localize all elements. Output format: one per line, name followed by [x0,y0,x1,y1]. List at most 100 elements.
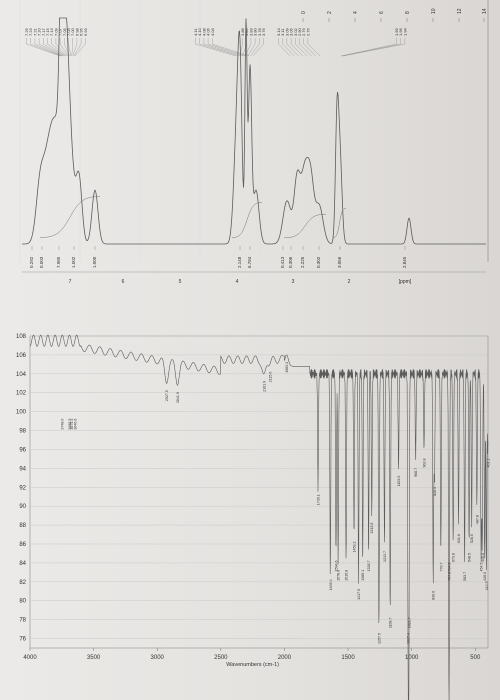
ir-y-tick-label: 90 [19,504,26,510]
nmr-integral-value: 2.845 [402,256,407,268]
ir-x-tick-label: 2000 [278,655,292,661]
ir-peak-label: 412.5 [485,581,489,590]
nmr-peak-label: 7.00 [70,27,75,36]
ir-peak-label: 1515.8 [345,570,349,581]
nmr-peak-label: 4.06 [206,27,211,36]
nmr-top-tick-label: 6 [379,11,385,14]
ir-y-tick-label: 80 [19,599,26,605]
nmr-integral-value: 7.985 [56,256,61,268]
nmr-peak-label: 3.06 [289,27,294,36]
nmr-leader-line [340,38,397,57]
nmr-ppm-tick-label: 6 [122,279,125,285]
nmr-ppm-tick-label: 2 [348,279,351,285]
ir-peak-label: 631.6 [457,534,461,543]
ir-y-tick-label: 86 [19,542,26,548]
nmr-leader-line [51,38,67,57]
nmr-leader-line [286,38,299,57]
ir-peak-label: 1453.2 [353,542,357,553]
nmr-integral-curve [332,207,347,239]
ir-y-tick-label: 104 [16,372,27,378]
ir-peak-label: 1103.0 [397,476,401,487]
nmr-top-tick-label: 10 [431,8,437,14]
nmr-peak-label: 3.02 [293,27,298,36]
nmr-peak-label: 3.88 [240,27,245,36]
nmr-ppm-tick-label: 5 [179,279,182,285]
nmr-leader-line [195,38,237,57]
ir-y-tick-label: 92 [19,485,26,491]
nmr-leader-line [282,38,295,57]
ir-x-tick-label: 3500 [87,655,101,661]
nmr-peak-label: 7.03 [66,27,71,36]
ir-x-tick-label: 2500 [214,655,228,661]
nmr-integral-value: 0.503 [39,256,44,268]
nmr-leader-line [30,38,62,57]
nmr-peak-label: 4.08 [201,27,206,36]
nmr-peak-label: 4.04 [210,27,215,36]
ir-peak-label: 1639.4 [329,579,333,590]
nmr-ppm-axis-label: [ppm] [399,279,412,285]
ir-peak-label: 1385.1 [361,570,365,581]
ir-y-tick-label: 82 [19,580,26,586]
nmr-integral-value: 0.413 [280,256,285,268]
ir-plot-frame [29,335,489,649]
ir-x-tick-label: 500 [470,655,481,661]
nmr-leader-line [43,38,65,57]
nmr-integral-value: 0.306 [288,256,293,268]
nmr-leader-line [295,38,308,57]
nmr-leader-line [303,38,316,57]
nmr-top-tick-label: 2 [327,11,333,14]
ir-peak-label: 1213.7 [383,551,387,562]
ir-peak-label: 3748.0 [61,419,65,430]
nmr-leader-line [72,38,78,57]
nmr-leader-line [38,38,64,57]
ir-peak-label: 707.8 [447,572,451,581]
ir-peak-label: 1313.8 [370,523,374,534]
nmr-peak-label: 6.93 [83,27,88,36]
nmr-leader-line [250,38,260,57]
nmr-ppm-tick-label: 7 [69,279,72,285]
ir-y-tick-label: 106 [16,353,27,359]
nmr-leader-line [290,38,303,57]
nmr-leader-line [342,38,406,57]
nmr-peak-label: 3.11 [280,28,285,36]
ir-peak-label: 3688.5 [68,419,72,430]
ir-peak-label: 528.5 [470,534,474,543]
ir-y-tick-label: 88 [19,523,26,529]
nmr-leader-line [278,38,291,57]
ir-peak-label: 426.0 [483,572,487,581]
nmr-peak-label: 7.26 [24,27,29,36]
nmr-top-tick-label: 8 [405,11,411,14]
nmr-peak-label: 7.23 [28,27,33,36]
nmr-trace [22,17,486,245]
ir-peak-label: 548.5 [468,553,472,562]
ir-trace [29,334,489,700]
nmr-leader-line [55,38,68,57]
nmr-leader-line [26,38,61,57]
ir-y-tick-label: 108 [16,334,27,340]
ir-peak-label: 1027.4 [407,633,411,644]
nmr-top-tick-label: 4 [353,11,359,14]
nmr-peak-label: 2.90 [297,27,302,36]
ir-y-tick-label: 96 [19,447,26,453]
ir-x-tick-label: 1500 [341,655,355,661]
ir-y-tick-label: 98 [19,429,26,435]
nmr-leader-line [212,38,250,57]
nmr-integral-curve [284,213,326,239]
nmr-peak-label: 1.96 [398,27,403,36]
ir-x-tick-label: 3000 [151,655,165,661]
nmr-integral-value: 2.225 [300,256,305,268]
nmr-leader-line [73,38,82,57]
nmr-leader-line [71,38,73,57]
ir-peak-label: 583.7 [463,572,467,581]
nmr-peak-label: 7.05 [62,27,67,36]
nmr-integral-value: 0.302 [316,256,321,268]
nmr-peak-label: 7.09 [53,27,58,36]
ir-peak-label: 968.7 [414,468,418,477]
nmr-integral-value: 2.148 [237,256,242,268]
nmr-leader-line [34,38,63,57]
ir-y-tick-label: 76 [19,637,26,643]
ir-peak-label: 2841.9 [176,392,180,403]
nmr-leader-line [199,38,240,57]
ir-peak-label: 445.0 [481,553,485,562]
ir-peak-label: 3646.6 [73,419,77,430]
